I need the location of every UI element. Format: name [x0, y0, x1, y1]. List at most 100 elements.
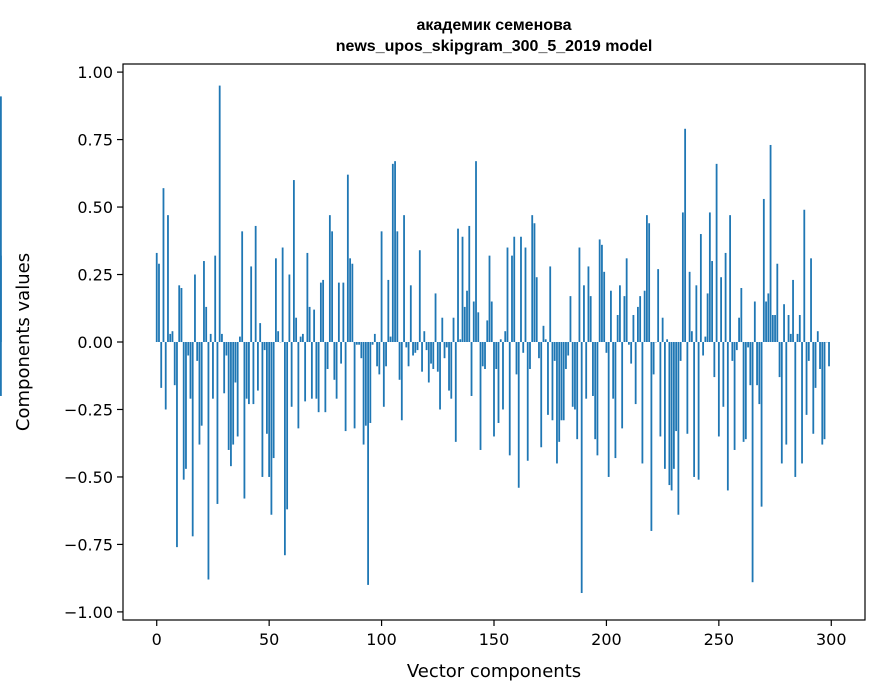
- bar: [677, 342, 680, 515]
- bar: [648, 223, 651, 342]
- bar: [751, 342, 754, 583]
- bar: [268, 342, 271, 477]
- bar: [758, 342, 761, 405]
- bar: [450, 342, 453, 399]
- bar: [592, 342, 594, 396]
- bar: [266, 342, 268, 434]
- bar: [243, 342, 246, 499]
- bar: [711, 261, 713, 342]
- bar: [234, 342, 237, 383]
- bar: [587, 266, 590, 342]
- bar: [699, 234, 702, 342]
- bar: [216, 342, 219, 504]
- bar: [616, 315, 619, 342]
- bar: [432, 342, 435, 369]
- bar: [421, 342, 423, 372]
- bar: [807, 342, 810, 361]
- bar: [427, 342, 430, 383]
- bar: [232, 342, 235, 445]
- bar: [556, 342, 558, 464]
- bar: [349, 258, 351, 342]
- bar: [769, 144, 772, 342]
- bar: [414, 342, 417, 353]
- bar: [288, 274, 291, 342]
- bar: [221, 333, 223, 342]
- bar: [672, 342, 675, 469]
- bar: [254, 225, 257, 342]
- bar: [666, 339, 669, 342]
- x-tick-label: 50: [259, 630, 279, 649]
- bar: [708, 212, 711, 342]
- bar: [740, 288, 743, 342]
- bar: [603, 271, 606, 342]
- bar: [169, 333, 172, 342]
- bar: [250, 266, 253, 342]
- bar: [257, 342, 259, 391]
- bar: [185, 342, 187, 469]
- bar: [493, 342, 495, 437]
- bar: [589, 296, 592, 342]
- bar: [171, 331, 174, 342]
- bar: [182, 342, 185, 480]
- bar: [164, 342, 167, 410]
- bar: [670, 342, 673, 491]
- bar: [252, 342, 255, 405]
- bar: [792, 279, 794, 342]
- bar: [378, 342, 381, 375]
- bar: [0, 342, 2, 396]
- bar: [796, 333, 799, 342]
- bar: [191, 342, 194, 537]
- bar: [508, 342, 511, 456]
- bar: [544, 339, 547, 342]
- bar: [650, 342, 653, 531]
- bar: [335, 342, 338, 399]
- bar: [355, 342, 358, 345]
- bar: [621, 342, 624, 429]
- bar: [531, 215, 534, 342]
- bar: [369, 342, 372, 423]
- bar: [812, 342, 815, 434]
- bar: [612, 342, 615, 399]
- bar: [412, 342, 414, 356]
- bar: [551, 342, 554, 421]
- bar: [0, 255, 2, 342]
- bar: [223, 342, 226, 394]
- bar: [259, 323, 262, 342]
- bar: [180, 288, 183, 342]
- bar: [495, 342, 498, 369]
- bar: [816, 331, 819, 342]
- bar: [205, 306, 208, 342]
- bar: [756, 342, 758, 386]
- bar: [160, 342, 163, 388]
- bar: [625, 258, 628, 342]
- bar: [663, 342, 666, 469]
- bar: [630, 342, 633, 364]
- bar: [753, 301, 756, 342]
- bar: [504, 331, 507, 342]
- bar: [607, 342, 610, 477]
- bar: [713, 342, 716, 378]
- bar: [344, 342, 347, 432]
- bar: [704, 336, 707, 342]
- bar: [326, 342, 329, 369]
- bar: [715, 163, 718, 342]
- bar: [396, 231, 399, 342]
- bar: [513, 236, 516, 342]
- bar: [315, 342, 318, 399]
- bar: [362, 342, 365, 445]
- bar: [641, 342, 644, 464]
- bar: [735, 342, 738, 351]
- bar: [585, 342, 588, 399]
- bar: [623, 296, 626, 342]
- bar: [167, 215, 169, 342]
- bar: [749, 342, 752, 386]
- bar: [418, 250, 421, 342]
- bar: [574, 342, 576, 410]
- bar: [461, 236, 464, 342]
- bar: [277, 331, 280, 342]
- bar: [819, 342, 821, 369]
- bar: [470, 342, 473, 396]
- bar: [299, 336, 302, 342]
- bar: [236, 342, 239, 437]
